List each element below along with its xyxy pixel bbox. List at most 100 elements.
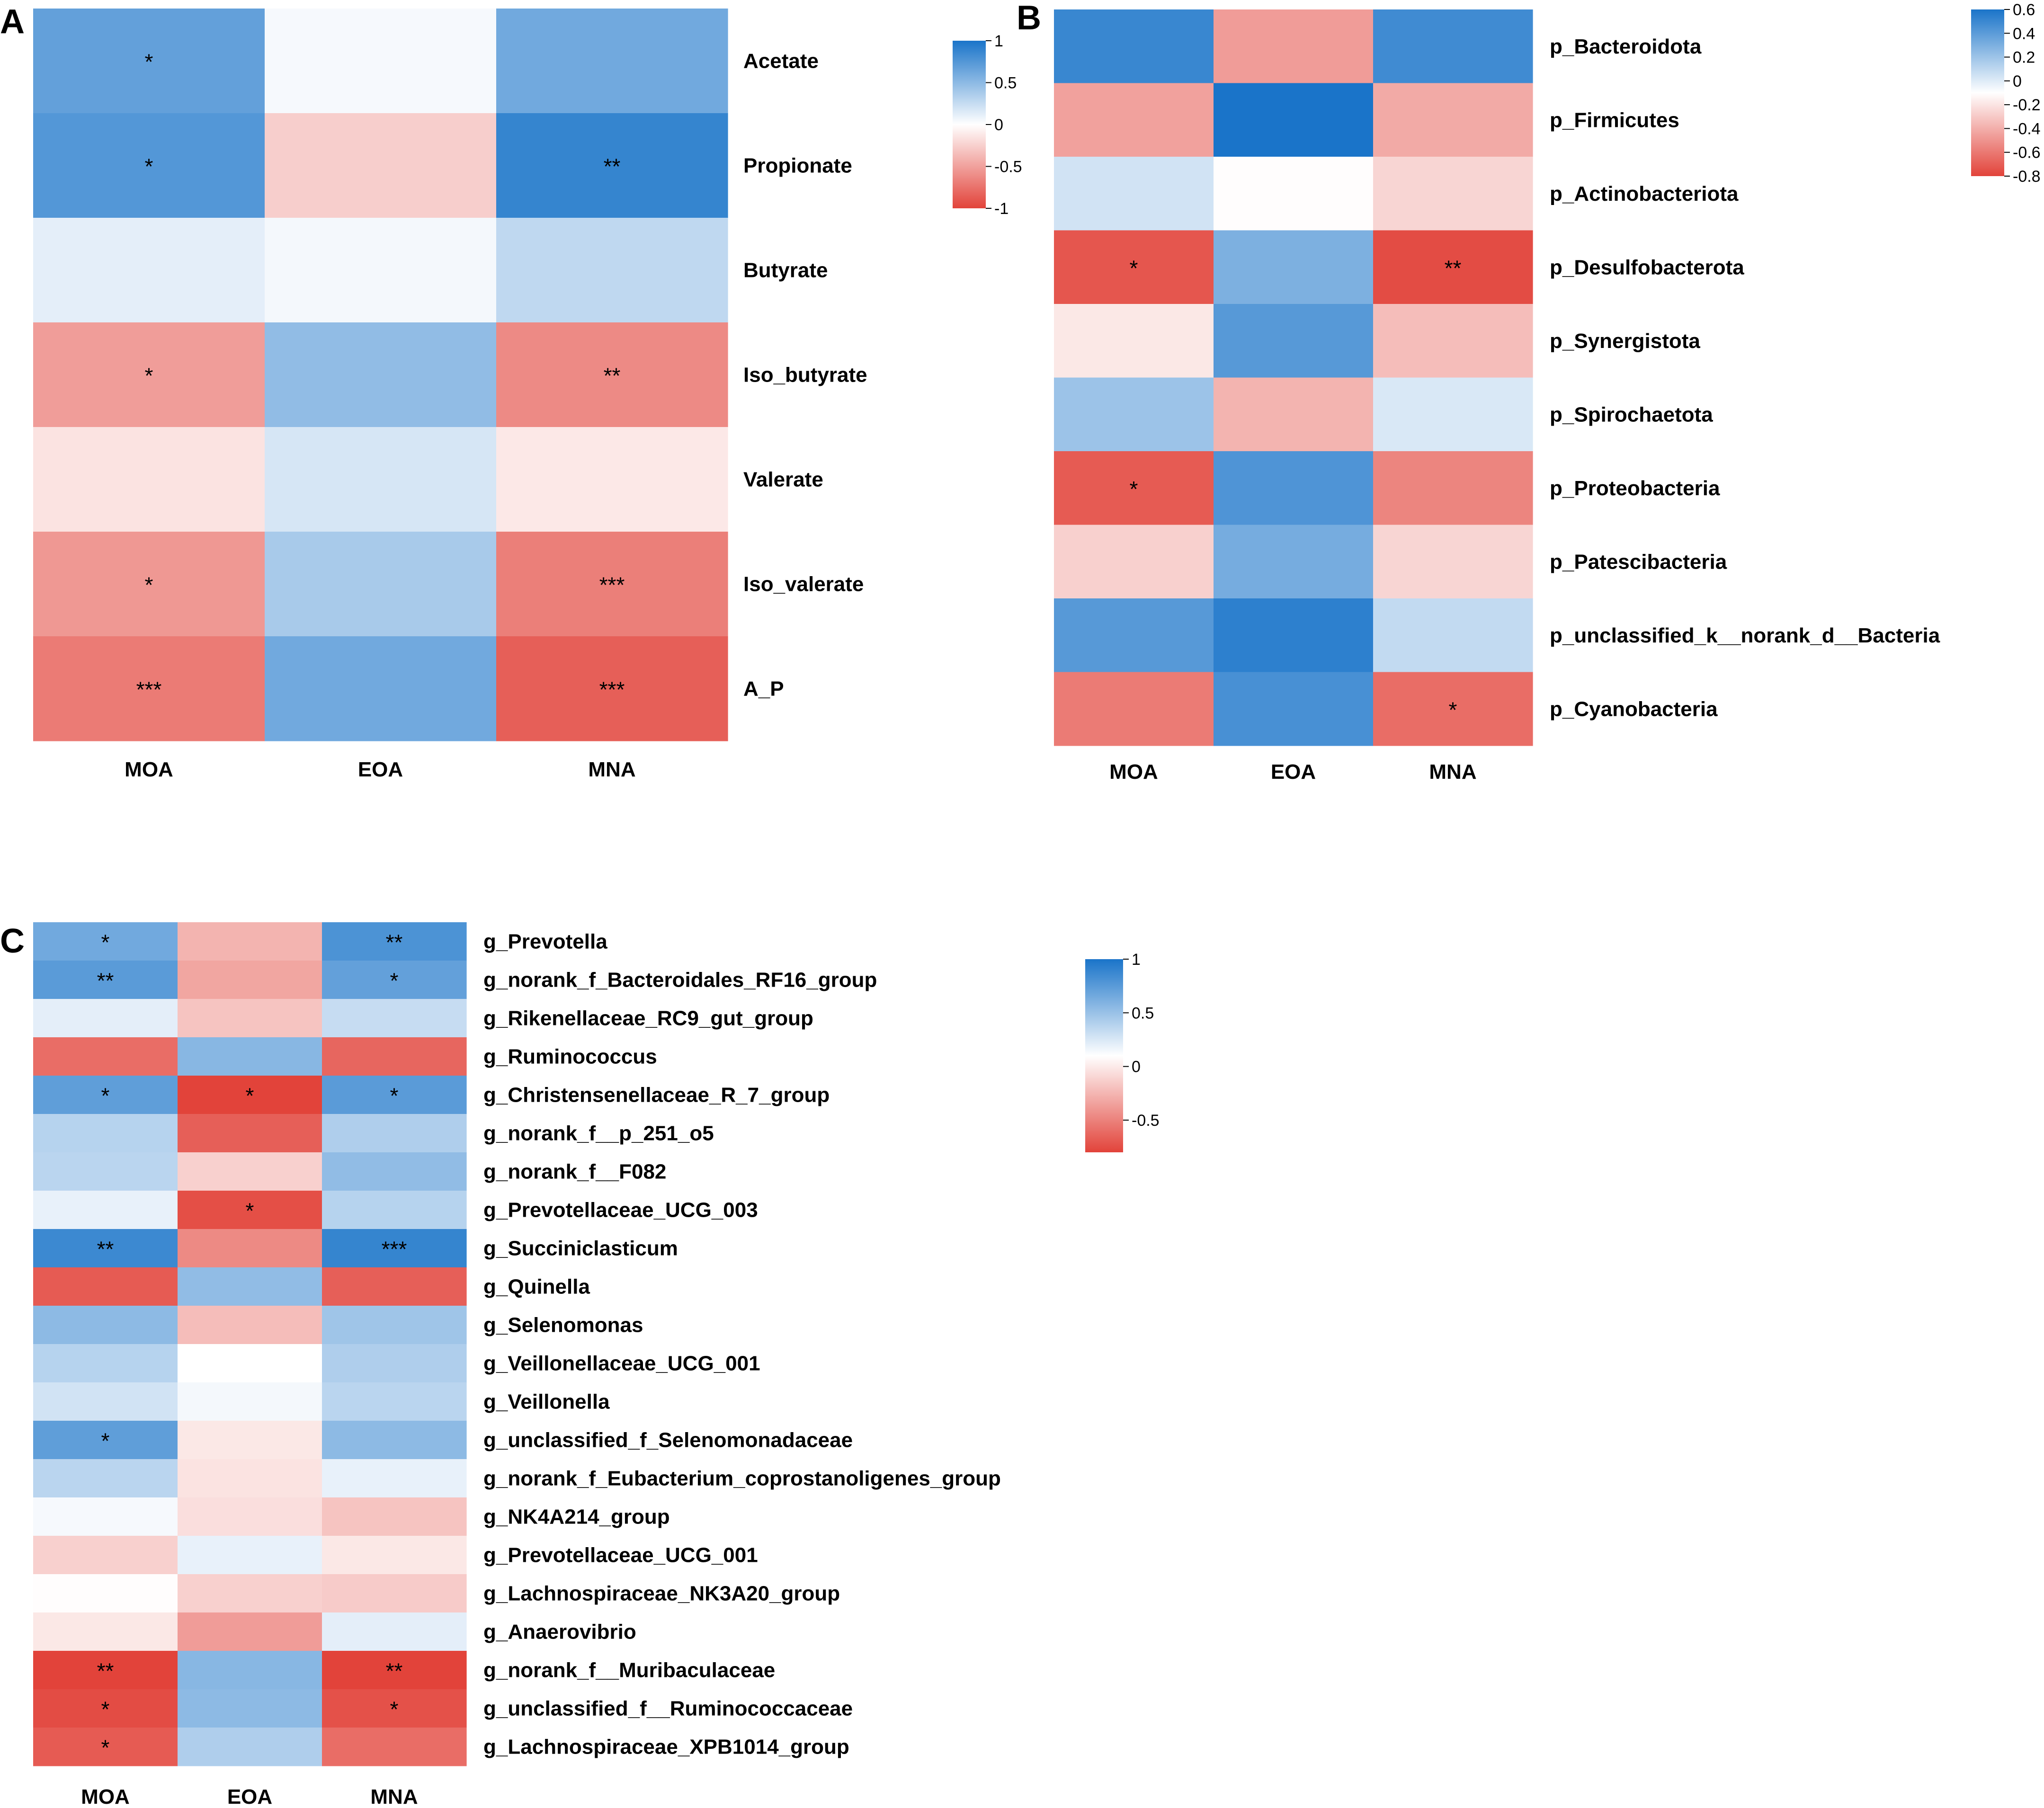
heatmap-cell-c-4-0 xyxy=(33,1076,178,1114)
colorbar-tick-label: -1 xyxy=(994,200,1009,218)
heatmap-cell-c-9-2 xyxy=(322,1267,467,1306)
heatmap-cell-c-14-0 xyxy=(33,1459,178,1498)
heatmap-cell-c-7-2 xyxy=(322,1191,467,1229)
heatmap-cell-b-4-1 xyxy=(1214,304,1374,378)
column-label: EOA xyxy=(1271,760,1316,784)
row-label: g_Anaerovibrio xyxy=(483,1621,636,1644)
row-label: g_norank_f__Muribaculaceae xyxy=(483,1659,775,1682)
colorbar-tick-label: 0.5 xyxy=(994,74,1017,92)
row-label: Butyrate xyxy=(743,259,828,282)
significance-marker: * xyxy=(1130,477,1138,501)
row-label: g_Veillonella xyxy=(483,1390,610,1414)
significance-marker: ** xyxy=(604,154,621,179)
heatmap-cell-b-2-0 xyxy=(1054,157,1214,231)
colorbar-tick-label: -0.2 xyxy=(2013,96,2041,114)
heatmap-cell-c-19-0 xyxy=(33,1651,178,1690)
panel-letter-c: C xyxy=(0,922,25,960)
row-label: g_Quinella xyxy=(483,1275,590,1299)
row-label: Valerate xyxy=(743,468,823,491)
heatmap-cell-b-7-2 xyxy=(1373,525,1533,599)
significance-marker: ** xyxy=(97,1659,114,1683)
heatmap-cell-c-12-2 xyxy=(322,1382,467,1421)
heatmap-cell-b-2-2 xyxy=(1373,157,1533,231)
row-label: p_Proteobacteria xyxy=(1550,477,1720,500)
heatmap-cell-b-6-0 xyxy=(1054,451,1214,525)
significance-marker: *** xyxy=(136,677,162,702)
heatmap-cell-c-1-1 xyxy=(178,961,322,999)
row-label: p_Synergistota xyxy=(1550,330,1700,353)
column-label: MNA xyxy=(588,758,635,781)
significance-marker: ** xyxy=(1445,256,1462,280)
significance-marker: * xyxy=(390,1697,399,1722)
heatmap-cell-a-0-0 xyxy=(33,9,265,114)
heatmap-cell-c-19-1 xyxy=(178,1651,322,1690)
colorbar-tick-label: -0.4 xyxy=(2013,120,2041,138)
heatmap-cell-b-6-2 xyxy=(1373,451,1533,525)
heatmap-cell-c-4-1 xyxy=(178,1076,322,1114)
significance-marker: *** xyxy=(599,573,625,597)
significance-marker: * xyxy=(246,1084,254,1108)
heatmap-cell-c-19-2 xyxy=(322,1651,467,1690)
heatmap-cell-c-18-0 xyxy=(33,1612,178,1651)
column-label: EOA xyxy=(358,758,403,781)
significance-marker: * xyxy=(145,573,153,597)
heatmap-cell-c-17-0 xyxy=(33,1574,178,1613)
heatmap-cell-c-11-0 xyxy=(33,1344,178,1383)
heatmap-cell-c-16-2 xyxy=(322,1536,467,1575)
row-label: Acetate xyxy=(743,50,819,73)
colorbar-tick-label: 1 xyxy=(994,32,1003,50)
significance-marker: ** xyxy=(604,364,621,388)
significance-marker: * xyxy=(101,930,110,955)
heatmap-cell-b-6-1 xyxy=(1214,451,1374,525)
significance-marker: *** xyxy=(599,677,625,702)
heatmap-cell-c-9-0 xyxy=(33,1267,178,1306)
row-label: g_unclassified_f_Selenomonadaceae xyxy=(483,1429,853,1452)
heatmap-cell-a-0-1 xyxy=(265,9,497,114)
row-label: p_Firmicutes xyxy=(1550,108,1679,132)
heatmap-cell-a-2-1 xyxy=(265,218,497,323)
column-label: MNA xyxy=(1429,760,1476,784)
heatmap-cell-c-12-1 xyxy=(178,1382,322,1421)
row-label: g_norank_f_Eubacterium_coprostanoligenes… xyxy=(483,1467,1001,1490)
heatmap-cell-b-1-1 xyxy=(1214,83,1374,157)
colorbar xyxy=(1085,959,1123,1152)
significance-marker: * xyxy=(101,1084,110,1108)
heatmap-cell-c-2-2 xyxy=(322,999,467,1038)
panel-letter-b: B xyxy=(1017,0,1041,37)
heatmap-cell-b-7-0 xyxy=(1054,525,1214,599)
heatmap-cell-c-3-0 xyxy=(33,1037,178,1076)
heatmap-cell-a-6-1 xyxy=(265,636,497,741)
row-label: Iso_butyrate xyxy=(743,364,867,387)
heatmap-cell-c-6-1 xyxy=(178,1152,322,1191)
row-label: g_Succiniclasticum xyxy=(483,1237,678,1260)
heatmap-cell-c-3-2 xyxy=(322,1037,467,1076)
heatmap-cell-b-5-0 xyxy=(1054,377,1214,452)
heatmap-cell-a-4-2 xyxy=(496,427,728,532)
row-label: g_Christensenellaceae_R_7_group xyxy=(483,1084,830,1107)
heatmap-cell-c-14-1 xyxy=(178,1459,322,1498)
heatmap-cell-b-0-1 xyxy=(1214,9,1374,84)
heatmap-cell-c-16-1 xyxy=(178,1536,322,1575)
heatmap-cell-c-8-2 xyxy=(322,1229,467,1268)
heatmap-cell-c-1-2 xyxy=(322,961,467,999)
heatmap-cell-a-1-1 xyxy=(265,113,497,218)
heatmap-cell-c-8-0 xyxy=(33,1229,178,1268)
column-label: MOA xyxy=(1109,760,1158,784)
heatmap-cell-c-13-1 xyxy=(178,1421,322,1460)
significance-marker: ** xyxy=(97,969,114,993)
heatmap-cell-a-6-0 xyxy=(33,636,265,741)
row-label: g_Prevotellaceae_UCG_003 xyxy=(483,1199,758,1222)
heatmap-cell-a-6-2 xyxy=(496,636,728,741)
heatmap-cell-c-6-0 xyxy=(33,1152,178,1191)
colorbar-tick-label: 1 xyxy=(1132,951,1141,969)
heatmap-cell-c-10-0 xyxy=(33,1306,178,1345)
row-label: g_norank_f__F082 xyxy=(483,1160,666,1184)
heatmap-cell-b-8-1 xyxy=(1214,598,1374,673)
heatmap-cell-b-0-0 xyxy=(1054,9,1214,84)
colorbar-tick-label: -0.5 xyxy=(994,158,1022,176)
row-label: p_unclassified_k__norank_d__Bacteria xyxy=(1550,624,1940,647)
row-label: g_Prevotellaceae_UCG_001 xyxy=(483,1544,758,1567)
heatmap-cell-c-3-1 xyxy=(178,1037,322,1076)
significance-marker: * xyxy=(101,1736,110,1760)
